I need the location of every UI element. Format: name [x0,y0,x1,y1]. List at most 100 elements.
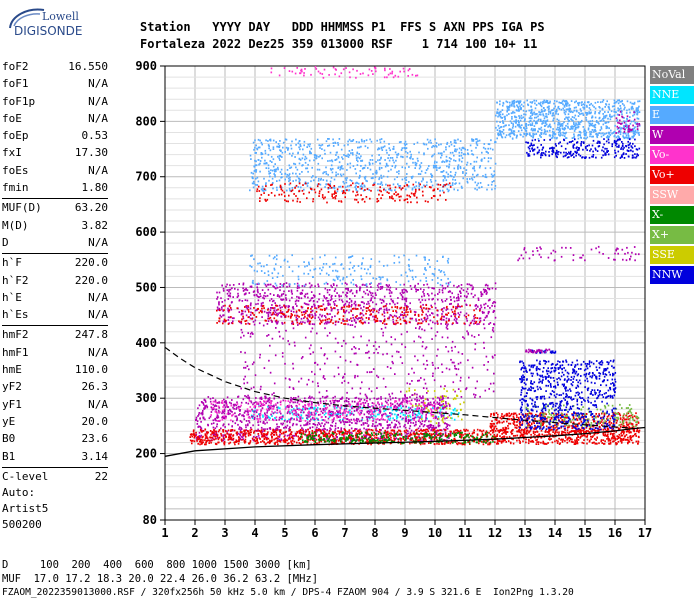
echo-point [600,384,602,386]
echo-point [525,406,528,409]
echo-point [249,417,251,420]
echo-point [314,431,316,434]
echo-point [438,441,440,443]
echo-point [539,427,541,430]
echo-point [571,418,574,421]
echo-point [239,431,242,433]
echo-point [437,417,440,420]
echo-point [272,412,275,415]
echo-point [295,311,298,314]
echo-point [392,434,395,437]
echo-point [260,409,262,412]
echo-point [366,411,369,414]
echo-point [260,398,263,400]
echo-point [235,407,238,409]
echo-point [291,436,294,439]
echo-point [244,441,246,444]
echo-point [508,422,510,425]
echo-point [456,286,458,289]
echo-point [550,425,553,428]
echo-point [214,404,217,407]
echo-point [494,435,497,438]
echo-point [339,412,342,414]
echo-point [449,442,452,445]
echo-point [536,398,538,401]
echo-point [362,402,365,405]
echo-point [227,438,230,441]
echo-point [204,407,206,410]
echo-point [612,360,615,363]
echo-point [320,432,323,434]
echo-point [302,405,305,408]
echo-point [545,428,548,431]
echo-point [445,407,448,410]
echo-point [315,412,317,415]
echo-point [547,367,549,370]
echo-point [536,435,539,437]
echo-point [304,408,307,411]
echo-point [421,406,423,409]
echo-point [387,286,389,288]
echo-point [553,409,556,412]
echo-point [193,436,196,439]
echo-point [565,361,568,363]
echo-point [264,428,266,431]
echo-point [530,437,532,439]
echo-point [462,437,465,439]
echo-point [503,439,505,442]
echo-point [427,402,430,405]
echo-point [372,429,374,432]
echo-point [413,412,416,415]
echo-point [311,401,313,403]
echo-point [545,384,547,387]
echo-point [508,415,511,418]
echo-point [423,403,425,406]
echo-point [284,399,287,402]
echo-point [291,406,293,408]
echo-point [243,415,245,418]
echo-point [338,432,341,435]
echo-point [327,439,330,442]
echo-point [480,435,483,438]
echo-point [537,405,539,408]
echo-point [396,431,399,433]
echo-point [206,431,208,433]
echo-point [559,366,562,369]
echo-point [525,418,528,421]
echo-point [535,426,537,429]
echo-point [586,388,589,390]
echo-point [440,429,442,431]
echo-point [569,388,571,391]
echo-point [206,437,209,440]
echo-point [453,435,456,437]
echo-point [384,405,387,408]
echo-point [419,417,421,419]
echo-point [584,414,587,417]
echo-point [418,430,420,432]
echo-point [386,414,389,417]
echo-point [611,426,613,428]
echo-point [208,417,211,420]
echo-point [412,413,414,416]
echo-point [384,419,386,421]
echo-point [206,432,208,435]
echo-point [615,430,617,433]
echo-point [450,439,453,441]
x-tick-label: 1 [161,526,168,540]
echo-point [453,430,455,433]
echo-point [521,377,523,379]
echo-point [407,420,410,423]
echo-point [635,424,638,426]
param-label: yE [2,414,16,428]
echo-point [549,420,551,422]
echo-point [563,397,565,400]
echo-point [536,441,538,443]
param-value: 17.30 [74,146,108,160]
echo-point [629,410,632,413]
echo-point [350,418,353,421]
echo-point [570,379,572,381]
echo-point [366,422,368,425]
echo-point [317,438,320,441]
echo-point [622,432,625,435]
param-row: hmF2 247.8 [2,328,108,345]
